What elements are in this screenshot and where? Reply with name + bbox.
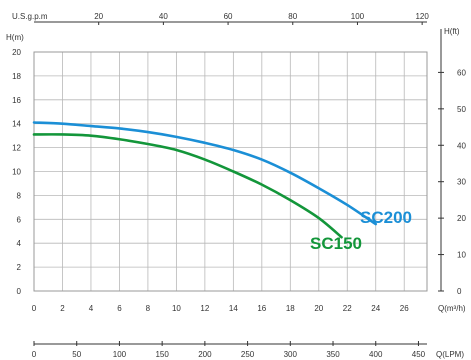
plot-border xyxy=(33,51,428,292)
x-top-tick-label: 120 xyxy=(415,12,429,21)
x-top-axis-label: U.S.g.p.m xyxy=(12,12,48,21)
x-bottom-2-tick-label: 350 xyxy=(326,350,340,359)
x-bottom-1-tick-label: 12 xyxy=(200,304,209,313)
y-right-tick-label: 60 xyxy=(457,68,466,77)
y-left-tick-label: 2 xyxy=(17,263,22,272)
x-bottom-1-axis-label: Q(m³/h) xyxy=(438,304,466,313)
y-left-tick-label: 10 xyxy=(12,168,21,177)
y-right-tick-label: 20 xyxy=(457,214,466,223)
x-top-tick-label: 60 xyxy=(224,12,233,21)
x-bottom-2-tick-label: 300 xyxy=(284,350,298,359)
y-right-tick-label: 30 xyxy=(457,178,466,187)
y-left-tick-label: 20 xyxy=(12,48,21,57)
x-bottom-2-tick-label: 450 xyxy=(412,350,426,359)
x-bottom-1-tick-label: 6 xyxy=(117,304,122,313)
x-bottom-2-tick-label: 0 xyxy=(32,350,37,359)
x-bottom-1-tick-label: 4 xyxy=(89,304,94,313)
y-left-tick-label: 18 xyxy=(12,72,21,81)
axis-labels: H(m) H(ft) U.S.g.p.m Q(m³/h) Q(LPM) xyxy=(6,12,466,359)
plot-frame xyxy=(33,51,428,292)
series-label-sc150: SC150 xyxy=(310,234,362,253)
x-bottom-2-axis-label: Q(LPM) xyxy=(436,350,464,359)
x-bottom-1-tick-label: 0 xyxy=(32,304,37,313)
x-bottom-1-tick-label: 22 xyxy=(343,304,352,313)
x-bottom-1-tick-label: 16 xyxy=(257,304,266,313)
series-line-sc150 xyxy=(32,133,343,239)
y-left-tick-label: 16 xyxy=(12,96,21,105)
x-bottom-2-tick-label: 200 xyxy=(198,350,212,359)
x-bottom-2-tick-label: 50 xyxy=(72,350,81,359)
series-group: SC200 SC150 xyxy=(32,121,412,253)
y-left-tick-label: 14 xyxy=(12,120,21,129)
y-left-tick-label: 0 xyxy=(17,287,22,296)
x-top-tick-label: 80 xyxy=(288,12,297,21)
x-bottom-1-tick-label: 24 xyxy=(371,304,380,313)
x-top-tick-label: 20 xyxy=(94,12,103,21)
y-right-axis-label: H(ft) xyxy=(444,27,460,36)
y-right-tick-label: 50 xyxy=(457,105,466,114)
y-right-tick-label: 0 xyxy=(457,287,462,296)
y-right-tick-label: 40 xyxy=(457,141,466,150)
series-line-sc200 xyxy=(32,121,378,226)
y-left-tick-label: 6 xyxy=(17,215,22,224)
x-bottom-1-tick-label: 20 xyxy=(314,304,323,313)
x-bottom-1-tick-label: 18 xyxy=(286,304,295,313)
y-left-tick-label: 12 xyxy=(12,144,21,153)
x-top-tick-label: 40 xyxy=(159,12,168,21)
series-label-sc200: SC200 xyxy=(360,208,412,227)
x-bottom-2-tick-label: 250 xyxy=(241,350,255,359)
x-bottom-2-tick-label: 400 xyxy=(369,350,383,359)
y-left-tick-label: 8 xyxy=(17,191,22,200)
y-left-axis-label: H(m) xyxy=(6,33,24,42)
x-top-tick-label: 100 xyxy=(351,12,365,21)
x-bottom-1-tick-label: 2 xyxy=(60,304,65,313)
x-bottom-2-tick-label: 150 xyxy=(155,350,169,359)
x-bottom-2-tick-label: 100 xyxy=(113,350,127,359)
y-right-tick-label: 10 xyxy=(457,251,466,260)
x-bottom-1-tick-label: 26 xyxy=(400,304,409,313)
x-bottom-1-tick-label: 14 xyxy=(229,304,238,313)
x-bottom-1-tick-label: 10 xyxy=(172,304,181,313)
x-bottom-1-tick-label: 8 xyxy=(146,304,151,313)
y-left-tick-label: 4 xyxy=(17,239,22,248)
